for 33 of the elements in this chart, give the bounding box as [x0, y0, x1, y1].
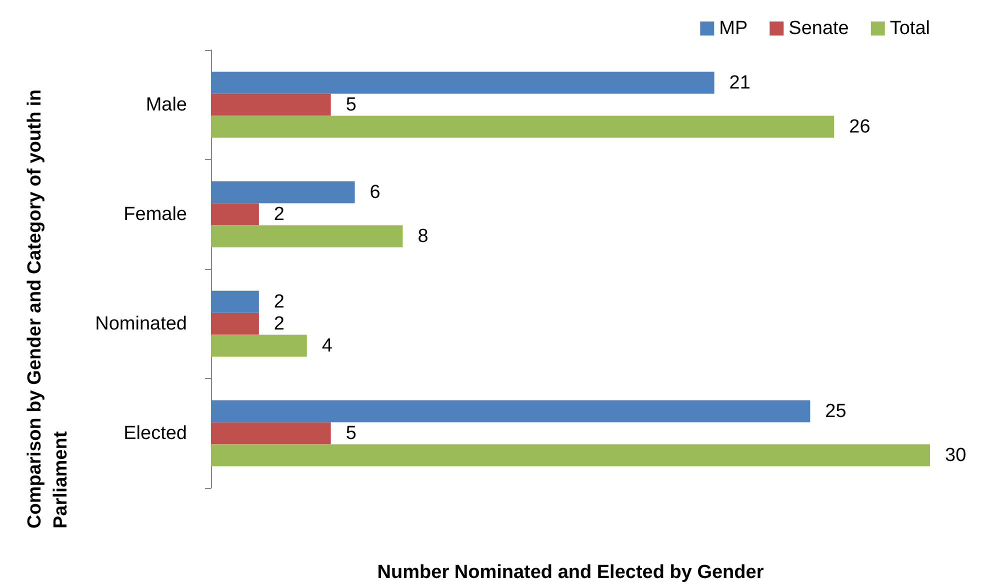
bar — [211, 444, 930, 466]
y-tick-label: Elected — [124, 422, 187, 444]
y-tick-label: Nominated — [95, 313, 187, 334]
bar — [211, 225, 403, 248]
y-tick-label: Female — [124, 204, 187, 225]
bar — [211, 334, 307, 357]
data-label: 2 — [274, 291, 285, 312]
data-label: 26 — [849, 116, 870, 138]
bar — [211, 203, 259, 226]
legend-label: MP — [719, 18, 748, 39]
y-axis-title: Comparison by Gender and Category of youth in Parliament — [24, 84, 72, 528]
legend-label: Total — [890, 18, 930, 39]
data-label: 4 — [322, 335, 333, 356]
bar — [211, 422, 331, 444]
bar — [211, 181, 355, 204]
bar — [211, 312, 259, 335]
x-axis-title: Number Nominated and Elected by Gender — [377, 562, 764, 583]
data-label: 2 — [274, 313, 285, 334]
bar — [211, 116, 834, 138]
data-label: 25 — [825, 400, 846, 422]
data-label: 30 — [945, 444, 966, 466]
bar — [211, 400, 810, 422]
legend-label: Senate — [788, 18, 849, 39]
data-label: 21 — [729, 72, 750, 94]
y-tick-label: Male — [146, 94, 187, 116]
bar — [211, 72, 714, 94]
data-label: 5 — [346, 422, 356, 444]
data-label: 8 — [418, 226, 428, 247]
data-label: 6 — [370, 182, 380, 203]
data-label: 5 — [346, 94, 356, 116]
data-label: 2 — [274, 204, 285, 225]
bar — [211, 94, 331, 116]
bar — [211, 290, 259, 313]
